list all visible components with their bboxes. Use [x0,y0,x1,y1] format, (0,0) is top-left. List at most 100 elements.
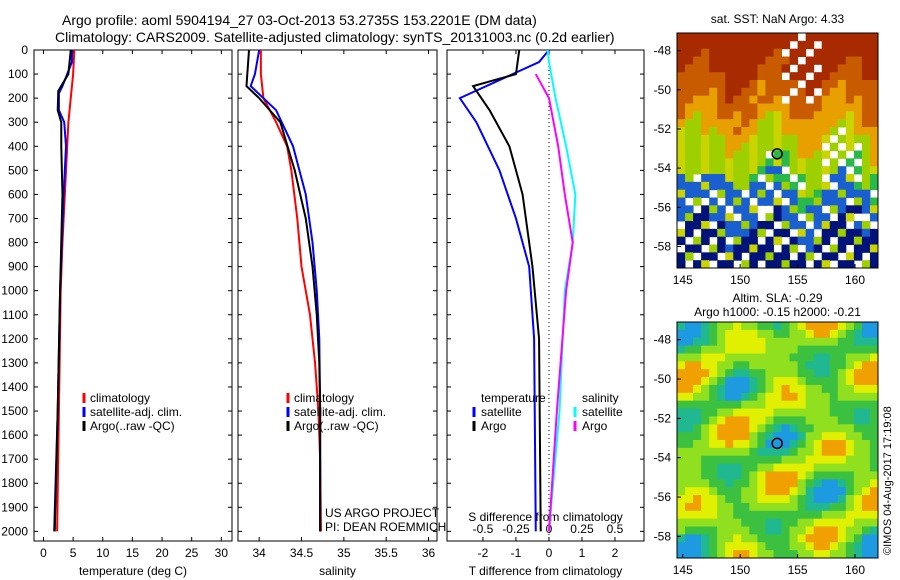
map-cell [749,111,758,120]
map-cell [709,384,718,394]
map-cell [725,158,734,167]
map-cell [765,408,774,417]
x-tick-label: 15 [126,546,140,560]
map-cell [773,369,783,378]
map-cell [869,447,879,457]
map-cell [685,244,694,253]
map-cell [677,40,686,50]
map-cell [717,322,726,331]
y-tick-label: 200 [8,91,28,105]
map-cell [765,518,774,528]
map-cell [749,48,758,57]
map-cell [805,33,815,42]
map-cell [845,134,855,144]
map-cell [837,353,847,362]
map-cell [717,392,726,402]
map-cell [677,322,686,331]
map-cell [813,526,823,535]
map-cell [685,134,694,144]
map-cell [733,432,742,441]
map-cell [797,542,807,551]
map-cell [813,174,823,183]
map-cell [853,64,863,73]
map-cell [701,361,710,370]
map-cell [765,197,774,206]
map-cell [701,353,710,362]
map-cell [725,119,734,128]
map-cell [845,87,855,97]
map-cell [789,48,799,57]
map-cell [853,228,863,238]
map-cell [789,408,799,417]
map-cell [869,119,879,128]
map-cell [837,205,847,214]
map-cell [701,252,710,261]
map-cell [821,33,831,42]
map-cell [749,353,758,362]
map-cell [853,236,863,245]
map-cell [677,228,686,238]
map-cell [789,33,799,42]
map-cell [757,542,766,551]
map-cell [853,392,863,402]
map-cell [861,534,871,543]
map-cell [845,329,855,339]
map-cell [821,48,831,57]
map-cell [789,487,799,496]
map-cell [829,252,839,261]
map-cell [781,392,791,402]
map-cell [805,550,815,559]
map-cell [677,392,686,402]
map-cell [837,432,847,441]
map-cell [693,502,702,512]
map-cell [781,432,791,441]
map-cell [717,87,726,97]
map-cell [773,510,783,520]
map-cell [861,40,871,50]
map-cell [773,432,783,441]
map-cell [853,369,863,378]
map-cell [749,80,758,89]
map-cell [845,64,855,73]
map-cell [717,400,726,410]
map-cell [829,329,839,339]
map-cell [813,337,823,347]
map-cell [677,502,686,512]
map-cell [805,322,815,331]
map-cell [837,392,847,402]
map-cell [845,322,855,331]
map-cell [829,534,839,543]
map-cell [757,252,766,261]
map-cell [701,189,710,198]
map-cell [749,337,758,347]
map-cell [725,534,734,543]
map-cell [781,252,791,261]
map-cell [797,353,807,362]
map-cell [701,56,710,65]
map-cell [725,526,734,535]
map-cell [685,322,694,331]
map-cell [845,236,855,245]
map-cell [677,408,686,417]
map-cell [685,181,694,191]
map-cell [757,455,766,465]
map-cell [853,432,863,441]
map-cell [781,56,791,65]
map-cell [701,95,710,104]
map-cell [829,337,839,347]
lat-tick-label: -54 [654,161,672,175]
map-cell [837,455,847,465]
map-cell [749,447,758,457]
map-cell [829,119,839,128]
map-cell [813,158,823,167]
map-cell [725,221,734,230]
map-cell [845,72,855,81]
map-cell [725,361,734,370]
map-cell [693,197,702,206]
map-cell [853,329,863,339]
map-cell [837,322,847,331]
map-cell [813,440,823,449]
map-cell [701,377,710,386]
map-cell [821,424,831,433]
map-cell [781,33,791,42]
